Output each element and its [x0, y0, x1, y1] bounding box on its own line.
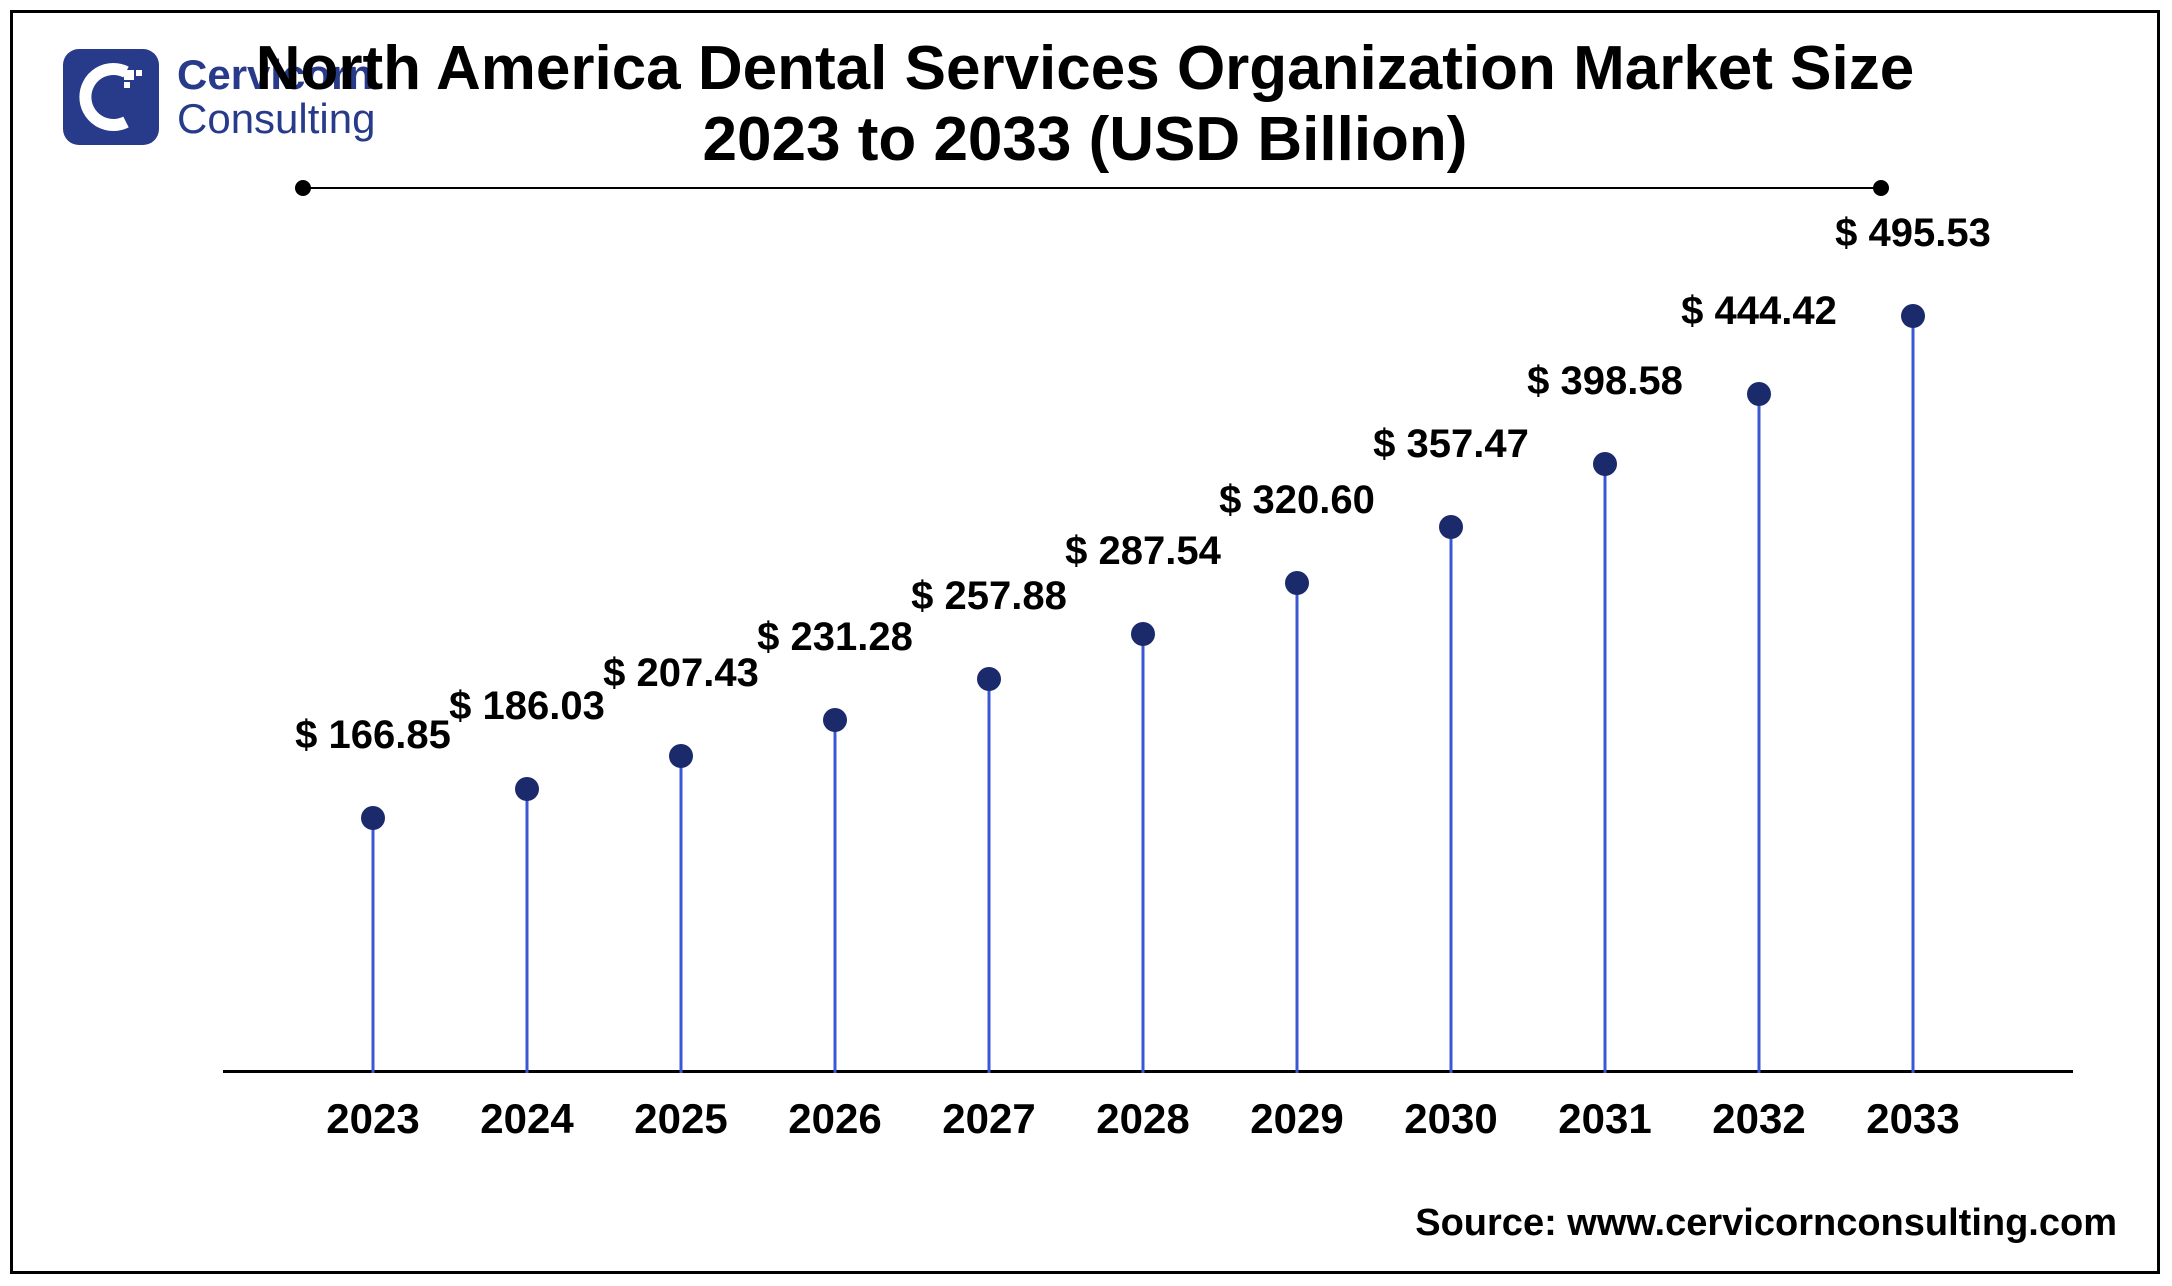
value-label: $ 287.54: [1065, 529, 1221, 574]
lollipop-stem: [1296, 583, 1299, 1073]
x-axis-label: 2033: [1866, 1095, 1959, 1143]
lollipop-chart: $ 166.852023$ 186.032024$ 207.432025$ 23…: [223, 233, 2073, 1073]
x-axis-baseline: [223, 1070, 2073, 1073]
title-underline: [303, 187, 1881, 189]
x-axis-label: 2025: [634, 1095, 727, 1143]
lollipop-dot: [1747, 382, 1771, 406]
value-label: $ 207.43: [603, 651, 759, 696]
lollipop-dot: [1285, 571, 1309, 595]
x-axis-label: 2024: [480, 1095, 573, 1143]
lollipop-stem: [526, 789, 529, 1073]
lollipop-dot: [1901, 304, 1925, 328]
lollipop-dot: [669, 744, 693, 768]
lollipop-dot: [515, 777, 539, 801]
lollipop-stem: [372, 818, 375, 1073]
lollipop-stem: [988, 679, 991, 1073]
lollipop-stem: [1142, 634, 1145, 1073]
lollipop-stem: [680, 756, 683, 1073]
value-label: $ 495.53: [1835, 211, 1991, 256]
title-line2: 2023 to 2033 (USD Billion): [13, 104, 2157, 175]
lollipop-dot: [1439, 515, 1463, 539]
title-line1: North America Dental Services Organizati…: [13, 33, 2157, 104]
value-label: $ 398.58: [1527, 359, 1683, 404]
value-label: $ 231.28: [757, 615, 913, 660]
value-label: $ 357.47: [1373, 422, 1529, 467]
source-attribution: Source: www.cervicornconsulting.com: [1415, 1202, 2117, 1245]
value-label: $ 320.60: [1219, 478, 1375, 523]
lollipop-stem: [1450, 527, 1453, 1073]
chart-frame: Cervicorn Consulting North America Denta…: [10, 10, 2160, 1274]
lollipop-stem: [1604, 464, 1607, 1073]
x-axis-label: 2032: [1712, 1095, 1805, 1143]
value-label: $ 444.42: [1681, 289, 1837, 334]
chart-title: North America Dental Services Organizati…: [13, 33, 2157, 176]
lollipop-dot: [823, 708, 847, 732]
value-label: $ 186.03: [449, 684, 605, 729]
lollipop-dot: [1131, 622, 1155, 646]
lollipop-dot: [977, 667, 1001, 691]
x-axis-label: 2026: [788, 1095, 881, 1143]
x-axis-label: 2027: [942, 1095, 1035, 1143]
lollipop-stem: [1758, 394, 1761, 1073]
lollipop-stem: [834, 720, 837, 1073]
x-axis-label: 2030: [1404, 1095, 1497, 1143]
lollipop-stem: [1912, 316, 1915, 1073]
value-label: $ 257.88: [911, 574, 1067, 619]
x-axis-label: 2031: [1558, 1095, 1651, 1143]
x-axis-label: 2023: [326, 1095, 419, 1143]
value-label: $ 166.85: [295, 713, 451, 758]
lollipop-dot: [361, 806, 385, 830]
lollipop-dot: [1593, 452, 1617, 476]
x-axis-label: 2028: [1096, 1095, 1189, 1143]
x-axis-label: 2029: [1250, 1095, 1343, 1143]
